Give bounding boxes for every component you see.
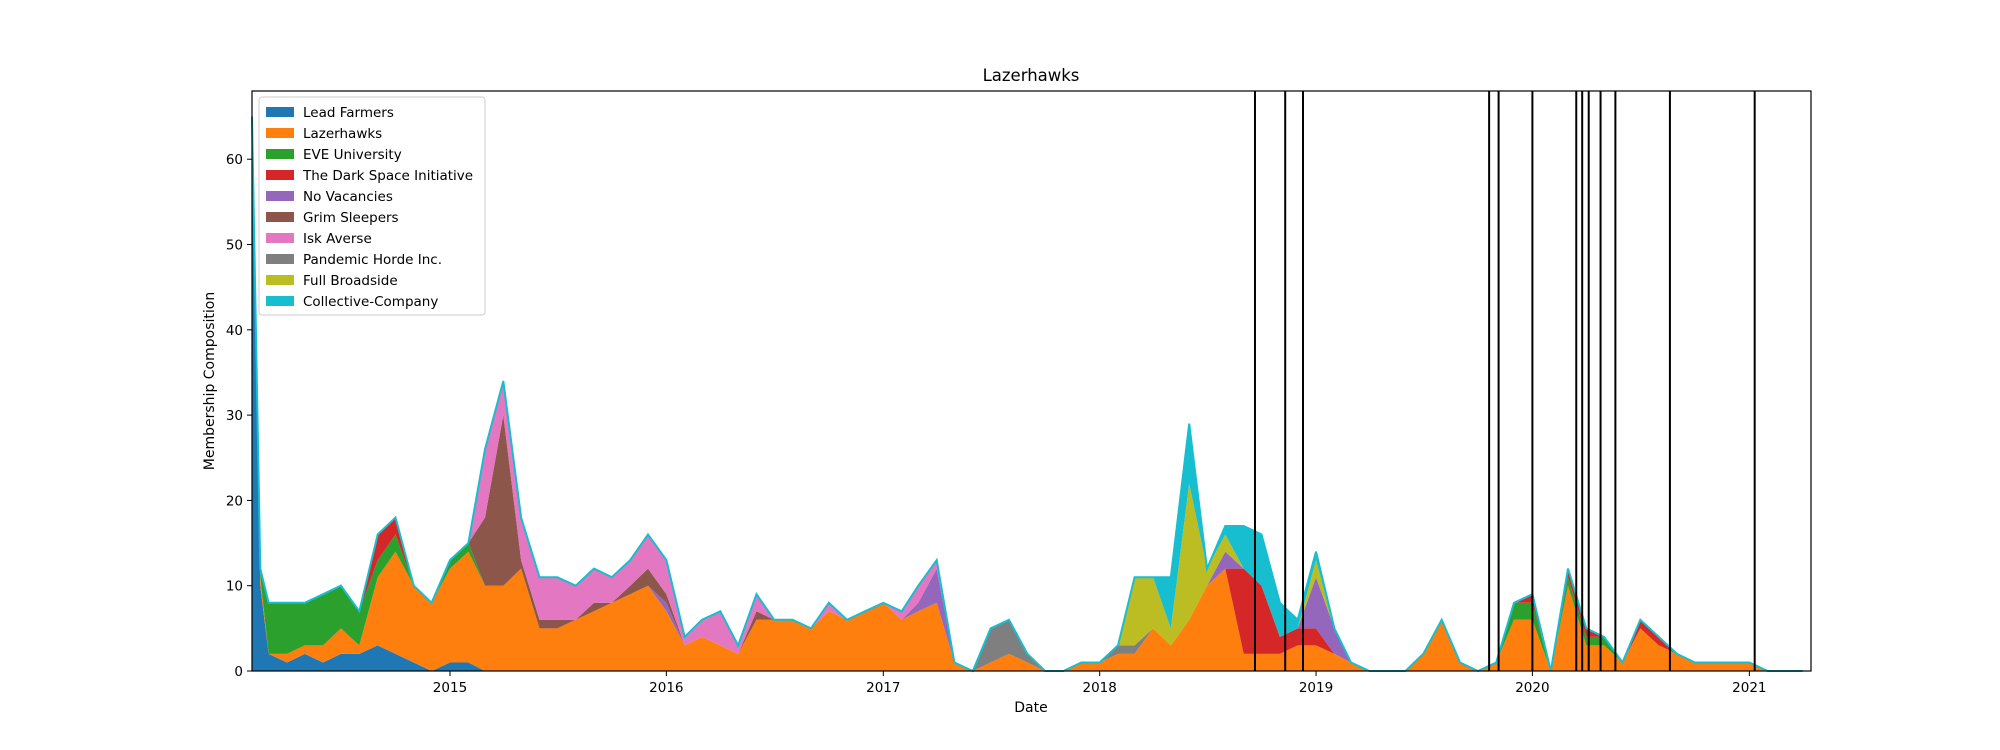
legend-swatch xyxy=(266,170,294,180)
legend-label: Full Broadside xyxy=(303,273,398,289)
legend-swatch xyxy=(266,107,294,117)
y-tick-label: 20 xyxy=(226,493,243,509)
plot-frame xyxy=(251,90,1812,672)
legend: Lead Farmers Lazerhawks EVE University The … xyxy=(258,96,486,316)
area-layers xyxy=(252,116,1803,672)
x-tick-label: 2020 xyxy=(1515,680,1549,696)
legend-label: Isk Averse xyxy=(303,231,372,247)
y-tick-label: 0 xyxy=(234,664,243,680)
legend-swatch xyxy=(266,128,294,138)
legend-swatch xyxy=(266,275,294,285)
y-tick-label: 30 xyxy=(226,408,243,424)
event-lines xyxy=(1253,91,1756,671)
legend-label: The Dark Space Initiative xyxy=(302,168,473,184)
y-tick-label: 40 xyxy=(226,323,243,339)
legend-swatch xyxy=(266,212,294,222)
legend-label: Lazerhawks xyxy=(303,126,382,142)
chart-title: Lazerhawks xyxy=(983,66,1080,85)
y-axis-label: Membership Composition xyxy=(202,292,218,470)
area-lazerhawks xyxy=(252,116,1803,672)
legend-label: EVE University xyxy=(303,147,402,163)
x-tick-label: 2019 xyxy=(1299,680,1333,696)
legend-label: Lead Farmers xyxy=(303,105,394,121)
legend-swatch xyxy=(266,191,294,201)
y-tick-label: 10 xyxy=(226,579,243,595)
x-tick-label: 2021 xyxy=(1732,680,1766,696)
legend-box xyxy=(258,96,486,316)
x-tick-label: 2018 xyxy=(1082,680,1116,696)
legend-swatch xyxy=(266,149,294,159)
legend-swatch xyxy=(266,254,294,264)
y-tick-label: 50 xyxy=(226,238,243,254)
x-axis-label: Date xyxy=(1014,700,1047,716)
y-axis-ticks: 0 10 20 30 40 50 60 xyxy=(226,152,252,680)
legend-label: Pandemic Horde Inc. xyxy=(303,252,442,268)
y-tick-label: 60 xyxy=(226,152,243,168)
x-tick-label: 2016 xyxy=(649,680,683,696)
x-axis-ticks: 2015 2016 2017 2018 2019 2020 2021 xyxy=(433,671,1767,696)
legend-swatch xyxy=(266,296,294,306)
x-tick-label: 2017 xyxy=(866,680,900,696)
legend-label: Grim Sleepers xyxy=(303,210,399,226)
top-outline xyxy=(251,116,1803,673)
legend-label: No Vacancies xyxy=(303,189,393,205)
legend-swatch xyxy=(266,233,294,243)
total-outline xyxy=(251,116,1803,673)
x-tick-label: 2015 xyxy=(433,680,467,696)
legend-label: Collective-Company xyxy=(303,294,438,310)
